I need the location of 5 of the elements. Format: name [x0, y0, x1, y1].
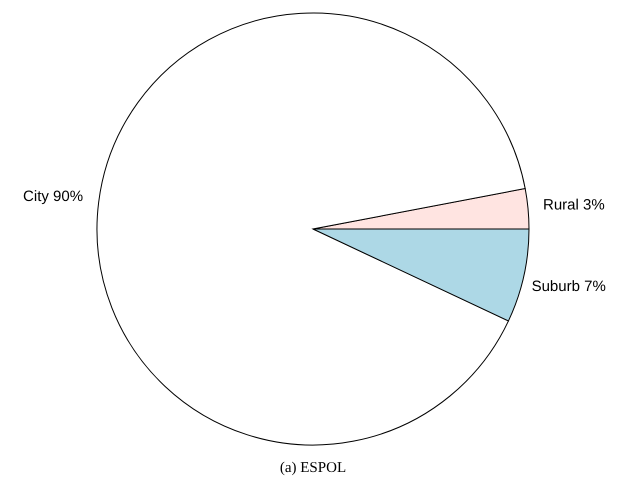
slice-label: Rural 3% [542, 196, 605, 214]
text: (a) ESPOL [280, 460, 346, 476]
slice-label: City 90% [23, 188, 84, 206]
slice-label: Suburb 7% [532, 278, 606, 296]
pie-slice [96, 12, 526, 446]
